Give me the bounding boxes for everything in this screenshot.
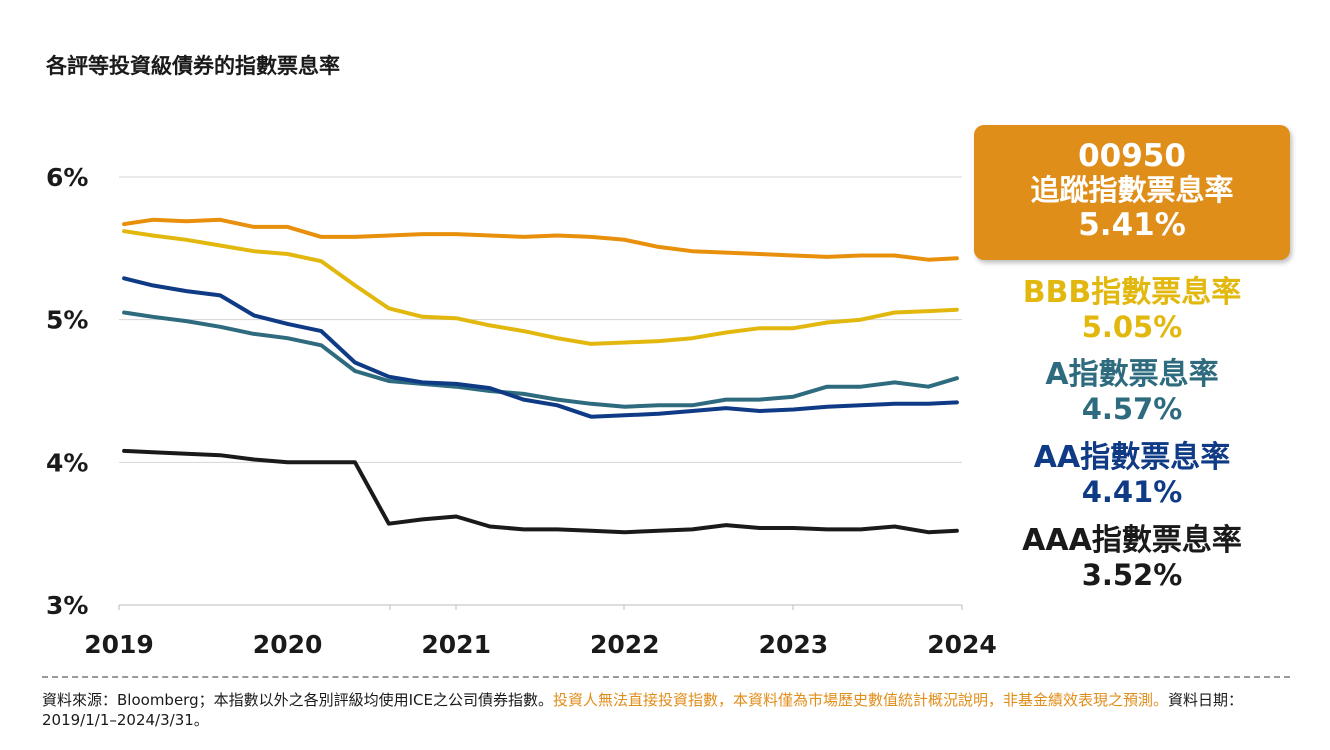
series-line-00950 — [122, 217, 959, 262]
x-tick-label: 2022 — [590, 630, 660, 659]
series-line-aa — [122, 276, 959, 419]
y-axis-ticks: 3% 4% 5% 6% — [46, 163, 88, 620]
highlight-value: 5.41% — [1078, 207, 1186, 243]
legend-value-aaa: 3.52% — [1081, 558, 1183, 592]
x-axis: 2019 2020 2021 2022 2023 2024 — [84, 604, 997, 659]
legend-name-bbb: BBB指數票息率 — [1022, 275, 1242, 310]
y-tick-label: 6% — [46, 163, 88, 192]
series-line-bbb — [122, 229, 959, 346]
footer-divider — [42, 676, 1290, 678]
legend-name-aaa: AAA指數票息率 — [1022, 523, 1242, 558]
legend-value-bbb: 5.05% — [1081, 310, 1183, 344]
x-tick-label: 2019 — [84, 630, 154, 659]
legend-name-aa: AA指數票息率 — [1033, 440, 1231, 475]
footer-note: 資料來源：Bloomberg；本指數以外之各別評級均使用ICE之公司債券指數。投… — [42, 690, 1292, 730]
y-tick-label: 5% — [46, 306, 88, 335]
highlight-box-00950: 00950 追蹤指數票息率 5.41% — [974, 125, 1290, 260]
highlight-name: 追蹤指數票息率 — [1030, 173, 1234, 207]
legend-value-a: 4.57% — [1081, 392, 1183, 426]
x-tick-label: 2020 — [253, 630, 323, 659]
grid-lines — [119, 176, 962, 463]
y-tick-label: 3% — [46, 591, 88, 620]
legend-name-a: A指數票息率 — [1045, 357, 1219, 392]
legend-item-a: A指數票息率 4.57% — [974, 357, 1290, 427]
legend-item-bbb: BBB指數票息率 5.05% — [974, 275, 1290, 345]
x-tick-label: 2024 — [927, 630, 997, 659]
x-tick-label: 2023 — [759, 630, 829, 659]
chart-title: 各評等投資級債券的指數票息率 — [46, 54, 340, 78]
footer-date: 資料日期：2019/1/1–2024/3/31。 — [42, 691, 1244, 729]
footer-warning: 投資人無法直接投資指數，本資料僅為市場歷史數值統計概況說明，非基金績效表現之預測… — [552, 691, 1168, 709]
y-tick-label: 4% — [46, 448, 88, 477]
legend-item-aa: AA指數票息率 4.41% — [974, 440, 1290, 510]
series-lines — [122, 217, 959, 535]
footer-source: 資料來源：Bloomberg；本指數以外之各別評級均使用ICE之公司債券指數。 — [42, 691, 553, 709]
highlight-code: 00950 — [1078, 138, 1186, 174]
series-line-aaa — [122, 448, 959, 535]
x-tick-label: 2021 — [421, 630, 491, 659]
legend-item-aaa: AAA指數票息率 3.52% — [974, 523, 1290, 593]
series-line-a — [122, 310, 959, 409]
legend-value-aa: 4.41% — [1081, 475, 1183, 509]
